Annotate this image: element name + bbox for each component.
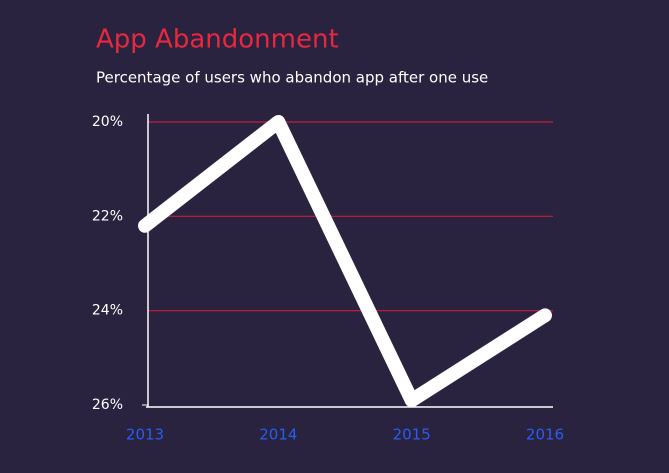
y-tick-label: 24%: [92, 303, 123, 319]
y-tick-label: 22%: [92, 208, 123, 224]
chart-title: App Abandonment: [96, 25, 339, 55]
x-tick-label: 2014: [259, 426, 297, 444]
x-tick-label: 2013: [126, 426, 164, 444]
y-tick-label: 26%: [92, 397, 123, 413]
x-tick-label: 2015: [393, 426, 431, 444]
line-series: [138, 115, 552, 408]
x-tick-label: 2016: [526, 426, 564, 444]
chart-subtitle: Percentage of users who abandon app afte…: [96, 69, 488, 87]
y-tick-label: 20%: [92, 114, 123, 130]
